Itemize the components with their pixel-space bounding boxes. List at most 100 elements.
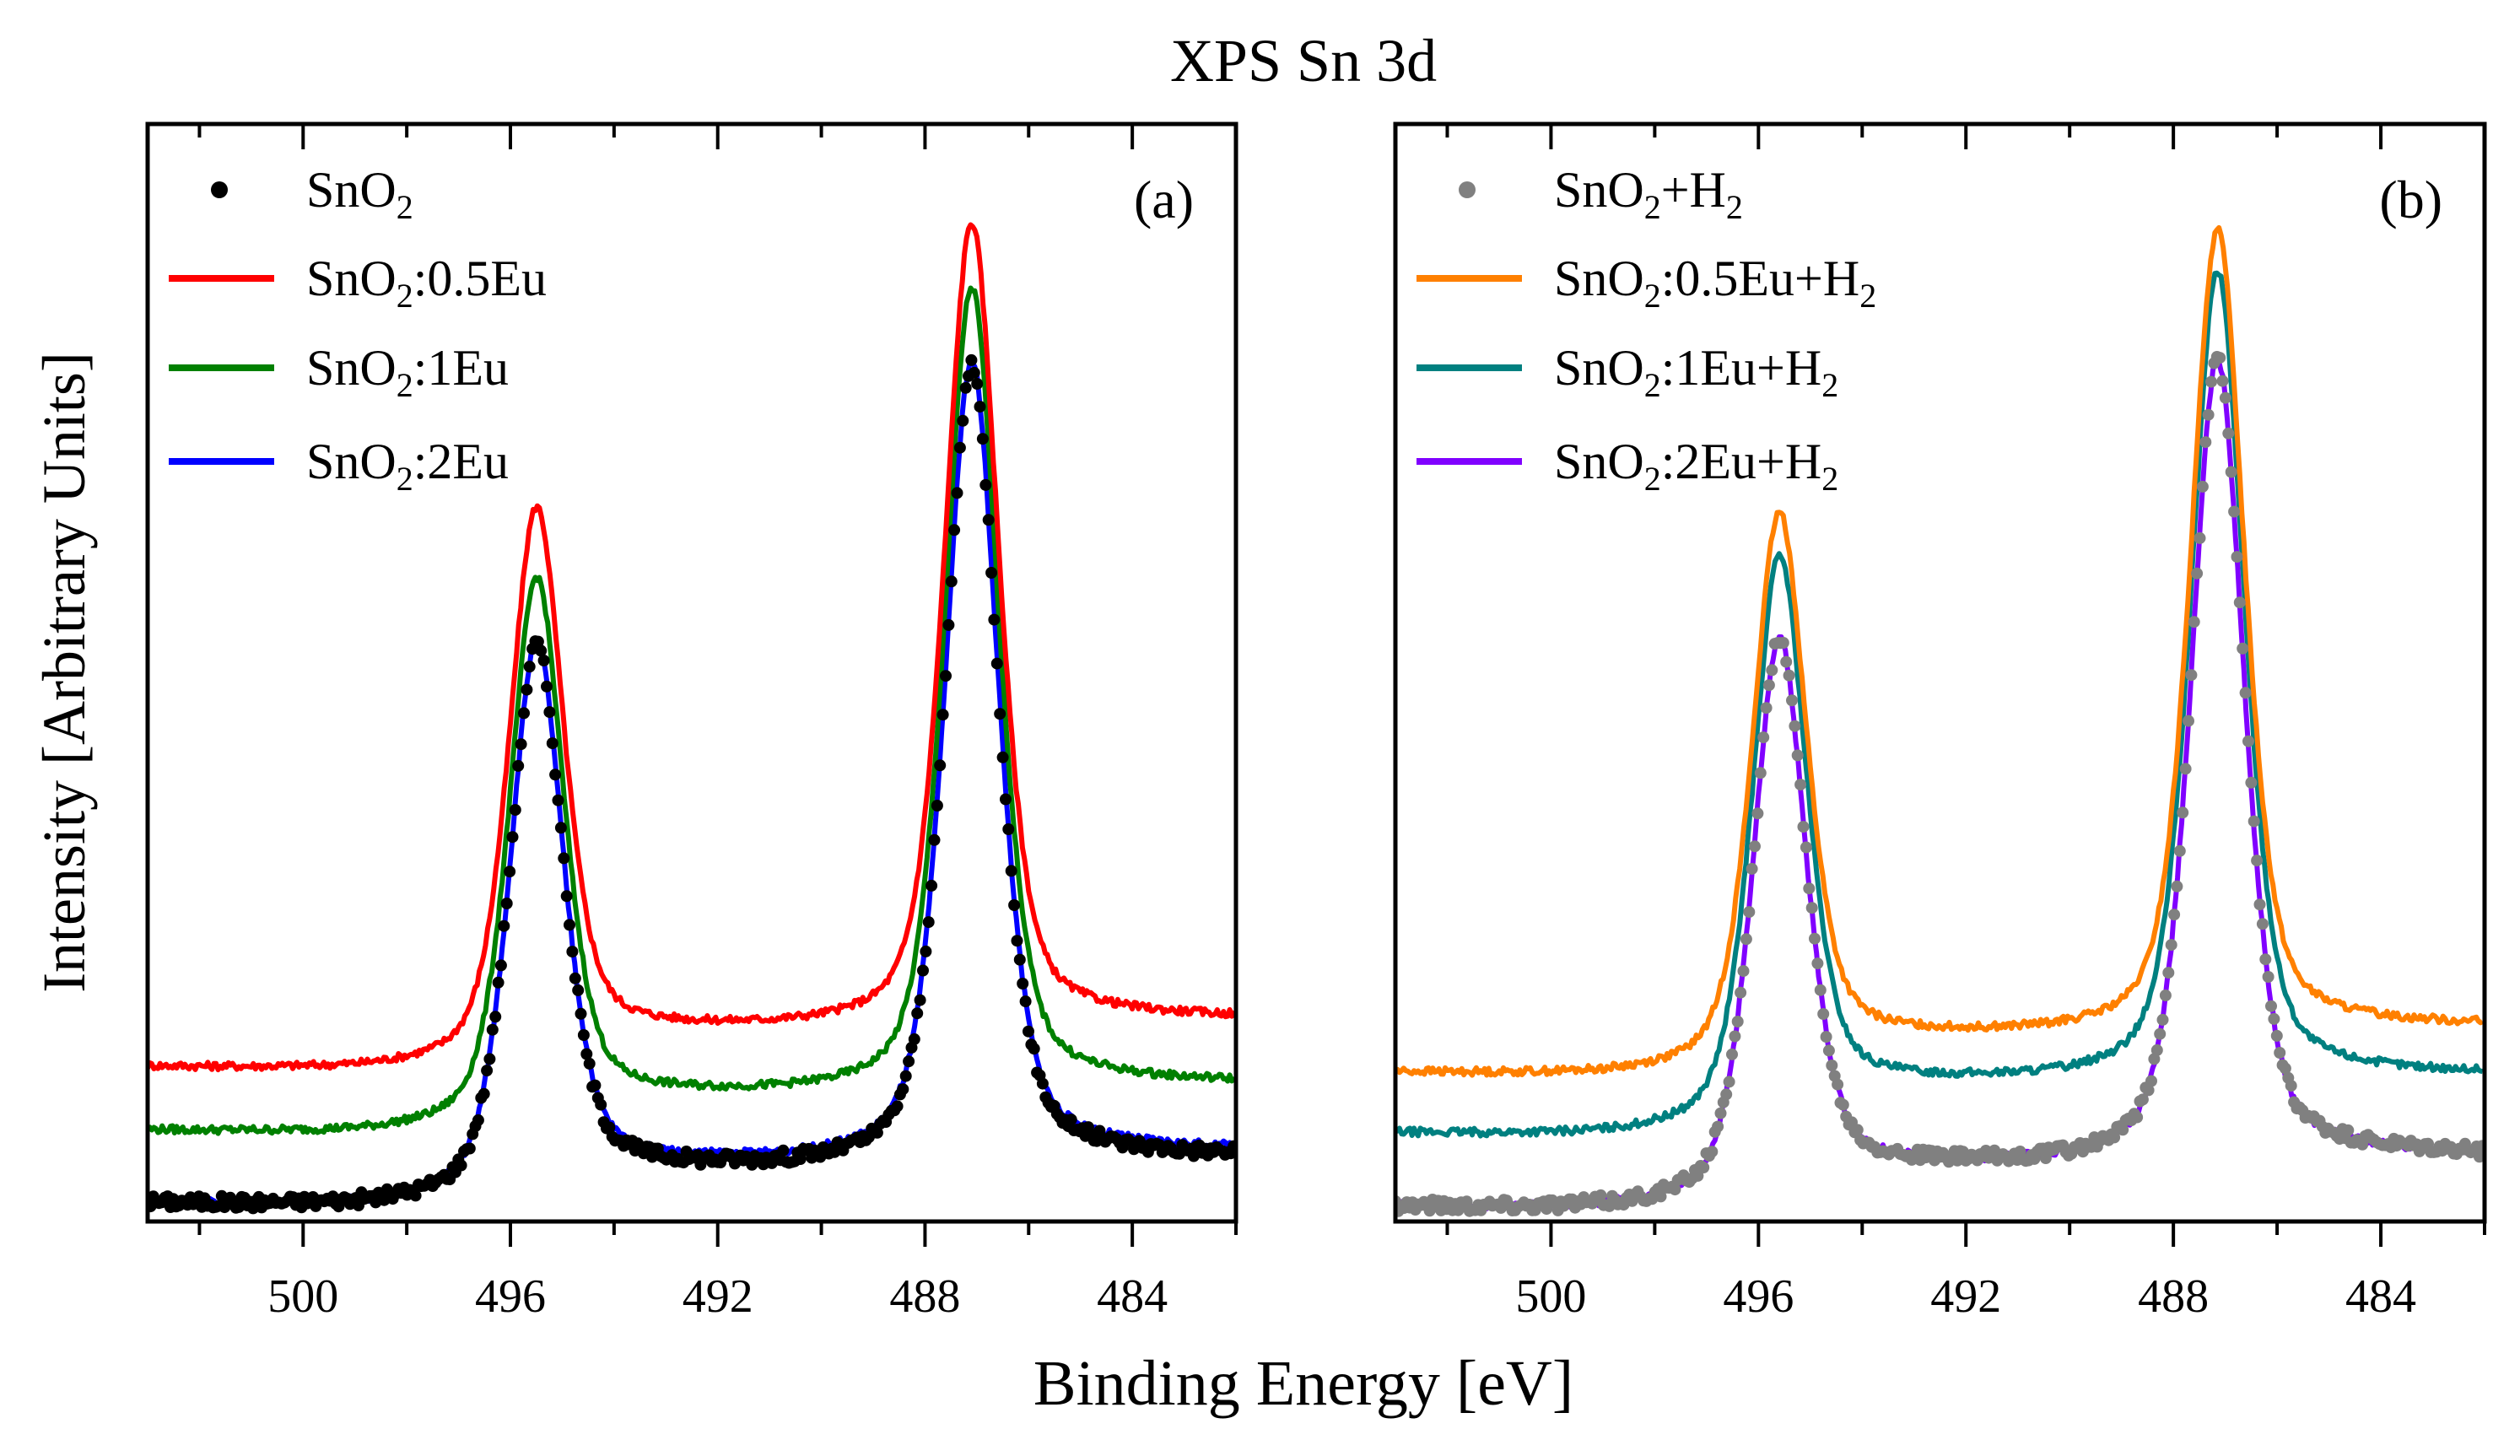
data-point xyxy=(512,759,525,772)
data-point xyxy=(2142,1084,2155,1097)
data-point xyxy=(492,976,505,989)
data-point xyxy=(603,1121,616,1134)
data-point xyxy=(2159,990,2172,1001)
data-point xyxy=(489,1011,502,1023)
data-point xyxy=(558,852,570,865)
data-point xyxy=(1811,957,1824,970)
data-point xyxy=(537,655,550,666)
x-tick-label: 488 xyxy=(2138,1270,2209,1323)
data-point xyxy=(934,759,947,772)
data-point xyxy=(1692,1169,1704,1182)
legend-item: SnO2:2Eu+H2 xyxy=(1416,434,1838,498)
data-point xyxy=(506,831,519,844)
axes-frame xyxy=(145,121,1238,1224)
data-point xyxy=(2251,855,2264,867)
data-point xyxy=(2245,776,2258,789)
data-point xyxy=(2117,1124,2129,1136)
data-point xyxy=(1789,720,1801,732)
data-point xyxy=(1832,1078,1844,1091)
legend-label: SnO2:1Eu+H2 xyxy=(1554,340,1838,404)
data-point xyxy=(1760,702,1773,715)
data-point xyxy=(1800,841,1812,854)
x-tick-label: 500 xyxy=(267,1270,338,1323)
data-point xyxy=(994,708,1006,720)
panel-label: (a) xyxy=(1134,170,1194,229)
data-point xyxy=(2179,763,2192,775)
data-point xyxy=(1654,1190,1667,1203)
data-point xyxy=(1822,1044,1835,1057)
legend-item: SnO2+H2 xyxy=(1459,162,1743,226)
data-point xyxy=(1766,664,1778,677)
data-point xyxy=(974,401,986,413)
data-point xyxy=(521,683,533,696)
x-tick-label: 492 xyxy=(683,1270,753,1323)
data-point xyxy=(899,1070,912,1082)
data-point xyxy=(2285,1080,2297,1092)
data-point xyxy=(988,613,1001,626)
data-point xyxy=(2270,1029,2283,1042)
data-point xyxy=(1065,1114,1077,1126)
data-point xyxy=(1826,1060,1838,1071)
data-point xyxy=(1697,1162,1710,1173)
data-point xyxy=(494,959,507,972)
data-point xyxy=(2228,505,2241,518)
data-point xyxy=(982,514,995,526)
data-point xyxy=(1729,1030,1741,1043)
data-point xyxy=(2177,806,2189,819)
data-point xyxy=(976,433,989,445)
legend-item: SnO2:0.5Eu xyxy=(169,251,547,315)
data-point xyxy=(2148,1053,2161,1065)
data-point xyxy=(945,575,958,588)
data-point xyxy=(2268,1012,2280,1025)
data-point xyxy=(1005,865,1017,877)
data-point xyxy=(569,972,581,984)
data-point xyxy=(2183,715,2194,727)
data-point xyxy=(2196,480,2209,493)
legend-label: SnO2:0.5Eu+H2 xyxy=(1554,251,1876,315)
data-point xyxy=(1754,767,1767,779)
data-point xyxy=(908,1033,920,1045)
data-point xyxy=(2188,616,2200,628)
data-point xyxy=(1028,1043,1040,1055)
data-point xyxy=(914,994,926,1006)
data-point xyxy=(572,984,585,996)
data-point xyxy=(2259,953,2272,966)
series-scatter-SnO2+H2 xyxy=(1395,351,2485,1217)
data-point xyxy=(486,1023,499,1036)
data-point xyxy=(2262,971,2274,983)
data-point xyxy=(500,898,513,909)
legend: SnO2 SnO2:0.5Eu SnO2:1Eu SnO2:2Eu xyxy=(169,162,547,498)
legend: SnO2+H2 SnO2:0.5Eu+H2 SnO2:1Eu+H2 SnO2:2Eu+… xyxy=(1416,162,1876,498)
data-point xyxy=(535,644,548,657)
data-point xyxy=(1726,1048,1738,1060)
data-point xyxy=(1786,694,1798,707)
data-point xyxy=(2173,844,2186,857)
plot-area xyxy=(1395,224,2485,1217)
data-point xyxy=(1019,995,1032,1008)
data-point xyxy=(409,1189,422,1202)
data-point xyxy=(575,1007,587,1020)
data-point xyxy=(509,804,521,817)
data-point xyxy=(1780,655,1793,668)
data-point xyxy=(541,680,553,693)
series-line-SnO2:0.5Eu+H2 xyxy=(1395,224,2485,1078)
data-point xyxy=(2108,1131,2121,1144)
y-axis-label: Intensity [Arbitrary Units] xyxy=(30,352,98,993)
data-point xyxy=(2150,1043,2163,1056)
data-point xyxy=(2136,1093,2149,1106)
data-point xyxy=(1000,793,1012,806)
data-point xyxy=(2154,1027,2167,1040)
data-point xyxy=(1837,1098,1849,1111)
data-point xyxy=(917,964,929,977)
data-point xyxy=(478,1087,490,1100)
data-point xyxy=(2214,352,2226,364)
series-line-SnO2:0.5Eu xyxy=(148,222,1236,1073)
data-point xyxy=(577,1029,590,1041)
x-axis-label: Binding Energy [eV] xyxy=(1033,1348,1573,1419)
data-point xyxy=(523,661,536,673)
data-point xyxy=(1777,637,1789,649)
data-point xyxy=(1803,882,1816,895)
data-point xyxy=(2265,1000,2277,1012)
data-point xyxy=(1669,1184,1681,1196)
